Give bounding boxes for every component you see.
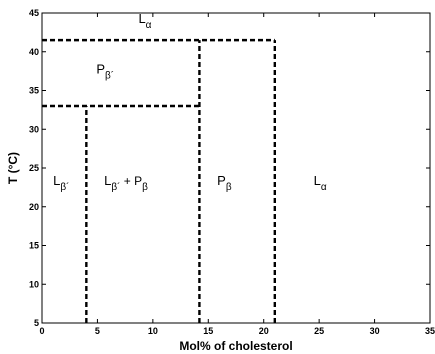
y-tick-label: 40 xyxy=(29,47,39,57)
y-tick-label: 15 xyxy=(29,241,39,251)
y-tick-label: 30 xyxy=(29,124,39,134)
x-axis-title: Mol% of cholesterol xyxy=(179,339,292,353)
x-tick-label: 35 xyxy=(425,326,435,336)
y-tick-label: 20 xyxy=(29,202,39,212)
y-tick-label: 35 xyxy=(29,86,39,96)
x-tick-label: 5 xyxy=(95,326,100,336)
y-tick-label: 5 xyxy=(34,318,39,328)
x-tick-label: 30 xyxy=(370,326,380,336)
region-label: Pβ xyxy=(217,173,232,193)
y-tick-label: 10 xyxy=(29,279,39,289)
x-tick-label: 15 xyxy=(203,326,213,336)
x-tick-label: 0 xyxy=(39,326,44,336)
region-label: Lβ´ xyxy=(53,173,69,193)
phase-boundaries xyxy=(42,38,276,323)
x-tick-label: 20 xyxy=(259,326,269,336)
region-label: Pβ´ xyxy=(96,61,114,81)
y-tick-label: 25 xyxy=(29,163,39,173)
x-tick-label: 10 xyxy=(148,326,158,336)
region-label: Lα xyxy=(138,11,151,31)
y-tick-label: 45 xyxy=(29,8,39,18)
region-label: Lα xyxy=(314,173,327,193)
y-axis-title: T (°C) xyxy=(6,152,20,184)
region-labels: Lα Pβ´ Lβ´ Lβ´ + Pβ Pβ Lα xyxy=(53,11,327,193)
plot-area xyxy=(41,12,431,324)
x-tick-label: 25 xyxy=(314,326,324,336)
region-label: Lβ´ + Pβ xyxy=(104,173,148,193)
